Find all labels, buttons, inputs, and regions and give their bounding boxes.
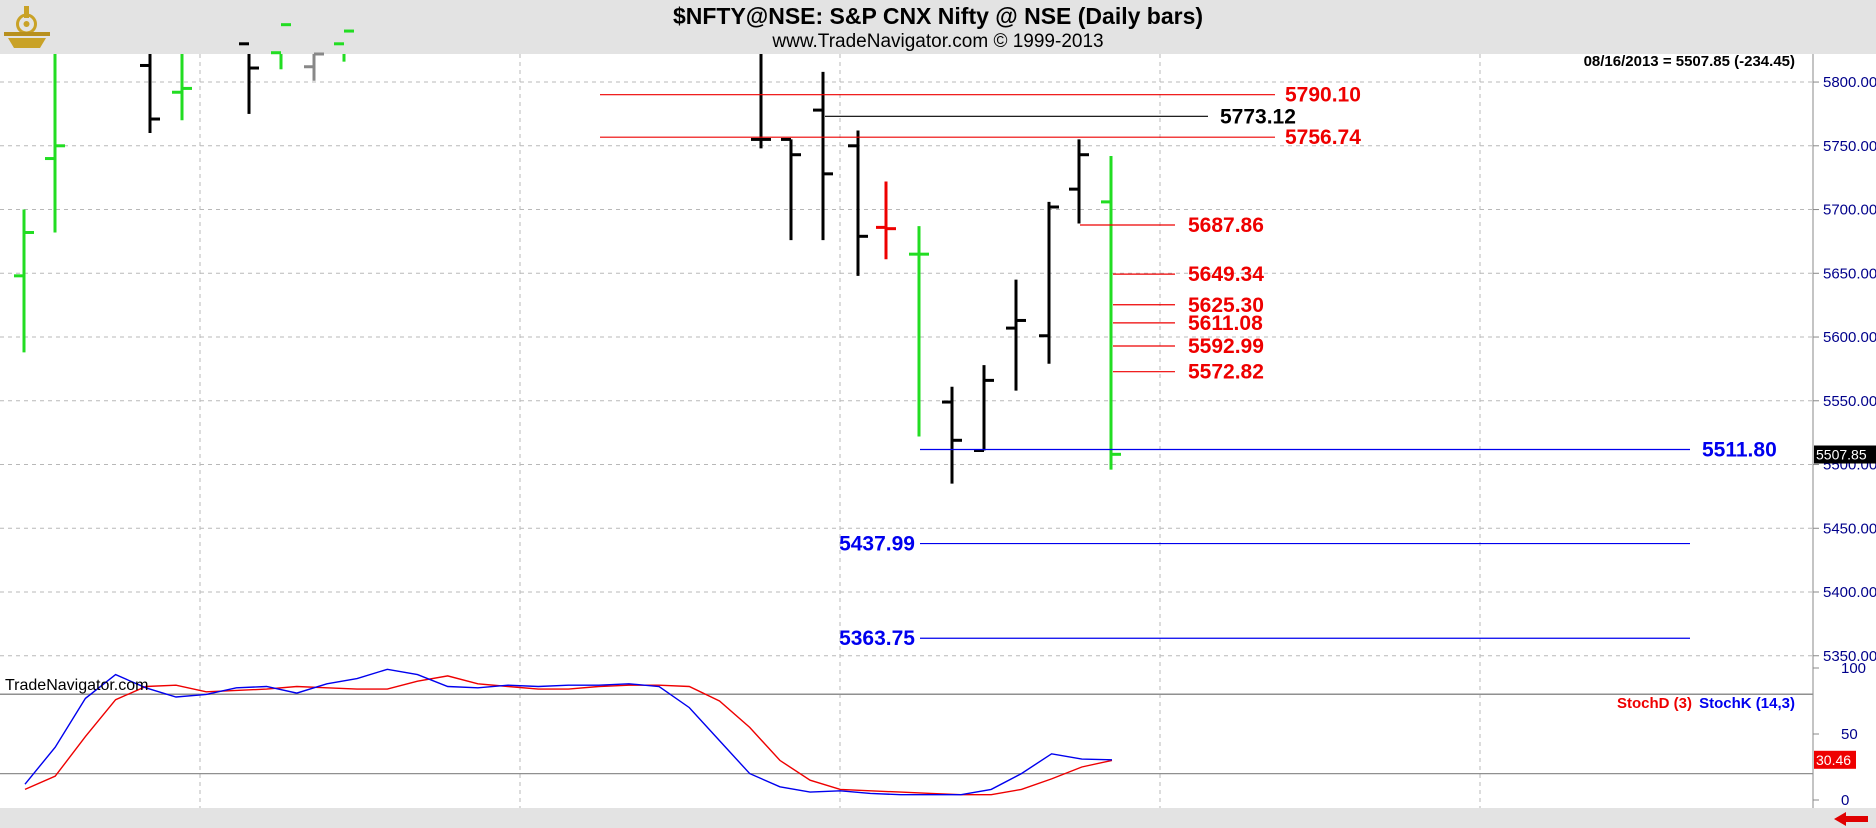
level-label: 5437.99 (839, 533, 915, 556)
ohlc-bar (1006, 279, 1026, 391)
stoch-y-tick-label: 50 (1841, 726, 1858, 743)
stochastic-panel: StochD (3) StochK (14,3) (0, 667, 1819, 801)
watermark-text: TradeNavigator.com (5, 677, 148, 694)
y-tick-label: 5350.00 (1823, 648, 1876, 665)
ohlc-bar (751, 54, 771, 149)
ohlc-bar (45, 54, 65, 233)
level-label: 5625.30 (1188, 294, 1264, 317)
stoch-series-line (24, 675, 1113, 796)
ohlc-bar (304, 52, 324, 81)
y-tick-label: 5400.00 (1823, 584, 1876, 601)
level-label: 5592.99 (1188, 335, 1264, 358)
ohlc-bar (1101, 155, 1121, 470)
ohlc-bar (1069, 139, 1089, 224)
level-label: 5687.86 (1188, 214, 1264, 237)
stoch-series-line (24, 668, 1113, 796)
date-axis-bar (0, 808, 1876, 828)
y-tick-label: 5750.00 (1823, 138, 1876, 155)
trade-navigator-logo (4, 6, 50, 48)
axes: 07/05/1307/19/1308/02/1308/20/1309/03/13… (1814, 74, 1876, 808)
level-label: 5649.34 (1188, 263, 1264, 286)
ohlc-bar (140, 54, 160, 134)
ohlc-bar (876, 181, 896, 260)
last-price-box (1814, 445, 1876, 464)
stoch-last-label: 30.46 (1816, 752, 1851, 768)
y-tick-label: 5700.00 (1823, 202, 1876, 219)
ohlc-bar (172, 54, 192, 121)
ohlc-bar (974, 365, 994, 452)
level-label: 5511.80 (1702, 438, 1777, 461)
ohlc-bar (781, 137, 801, 241)
ohlc-bar (813, 71, 833, 241)
ohlc-bar (14, 209, 34, 353)
level-label: 5611.08 (1188, 312, 1263, 335)
level-label: 5790.10 (1285, 84, 1361, 107)
ohlc-bar (848, 130, 868, 276)
chart-header: $NFTY@NSE: S&P CNX Nifty @ NSE (Daily ba… (0, 0, 1876, 54)
level-label: 5756.74 (1285, 126, 1361, 149)
y-tick-label: 5550.00 (1823, 393, 1876, 410)
ohlc-bar (909, 226, 929, 437)
last-quote-text: 08/16/2013 = 5507.85 (-234.45) (1584, 53, 1795, 70)
stoch-y-tick-label: 0 (1841, 792, 1849, 808)
scroll-back-arrow-icon[interactable] (1832, 811, 1870, 827)
stoch-y-tick-label: 100 (1841, 660, 1866, 677)
legend-stochd: StochD (3) (1617, 695, 1692, 712)
y-tick-label: 5450.00 (1823, 520, 1876, 537)
grid (0, 54, 1819, 808)
level-label: 5773.12 (1220, 105, 1296, 128)
ohlc-bar (334, 29, 354, 62)
legend-stochk: StochK (14,3) (1699, 695, 1795, 712)
stoch-last-box (1814, 750, 1856, 769)
ohlc-bar (271, 23, 291, 70)
chart-subtitle: www.TradeNavigator.com © 1999-2013 (772, 31, 1104, 52)
chart-title: $NFTY@NSE: S&P CNX Nifty @ NSE (Daily ba… (672, 3, 1204, 29)
last-price-label: 5507.85 (1816, 447, 1867, 463)
ohlc-bar (942, 386, 962, 484)
y-tick-label: 5800.00 (1823, 74, 1876, 91)
y-tick-label: 5650.00 (1823, 265, 1876, 282)
ohlc-bar (239, 42, 259, 114)
level-label: 5363.75 (839, 627, 915, 650)
level-label: 5572.82 (1188, 361, 1264, 384)
y-tick-label: 5600.00 (1823, 329, 1876, 346)
ohlc-bar (1039, 201, 1059, 364)
